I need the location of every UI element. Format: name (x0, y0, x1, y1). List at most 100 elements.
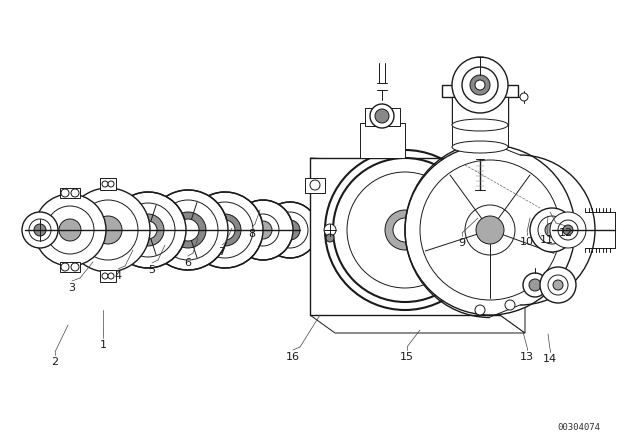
Circle shape (326, 234, 334, 242)
Circle shape (22, 212, 58, 248)
Circle shape (553, 280, 563, 290)
Circle shape (550, 212, 586, 248)
Bar (365, 108, 400, 126)
Circle shape (310, 180, 320, 190)
Text: 2: 2 (51, 357, 59, 367)
Circle shape (470, 75, 490, 95)
Circle shape (108, 273, 114, 279)
Circle shape (475, 305, 485, 315)
Text: 7: 7 (218, 247, 225, 257)
Bar (442, 85, 518, 97)
Circle shape (393, 218, 417, 242)
Circle shape (324, 224, 336, 236)
Text: 3: 3 (68, 283, 76, 293)
Circle shape (177, 219, 199, 241)
Bar (452, 97, 508, 125)
Circle shape (110, 192, 186, 268)
Circle shape (545, 223, 559, 237)
Text: 8: 8 (248, 229, 255, 239)
Circle shape (523, 273, 547, 297)
Text: 13: 13 (520, 352, 534, 362)
Bar (100, 178, 116, 190)
Circle shape (452, 57, 508, 113)
Text: 11: 11 (540, 235, 554, 245)
Circle shape (66, 188, 150, 272)
Circle shape (548, 275, 568, 295)
Polygon shape (310, 158, 525, 184)
Circle shape (233, 200, 293, 260)
Circle shape (61, 189, 69, 197)
Circle shape (78, 200, 138, 260)
Text: 6: 6 (184, 258, 191, 268)
Circle shape (108, 181, 114, 187)
Circle shape (215, 220, 235, 240)
Text: 9: 9 (458, 238, 465, 248)
Circle shape (333, 158, 477, 302)
Text: 5: 5 (148, 265, 156, 275)
Circle shape (530, 208, 574, 252)
Circle shape (71, 263, 79, 271)
Text: 4: 4 (115, 271, 122, 281)
Text: 16: 16 (286, 352, 300, 362)
Polygon shape (305, 178, 325, 193)
Circle shape (475, 80, 485, 90)
Circle shape (420, 160, 560, 300)
Circle shape (121, 203, 175, 257)
Bar (310, 158, 500, 315)
Circle shape (405, 145, 575, 315)
Circle shape (197, 202, 253, 258)
Circle shape (209, 214, 241, 246)
Circle shape (540, 267, 576, 303)
Circle shape (563, 225, 573, 235)
Bar (360, 123, 405, 158)
Circle shape (59, 219, 81, 241)
Text: 12: 12 (559, 228, 573, 238)
Circle shape (370, 104, 394, 128)
Circle shape (476, 216, 504, 244)
Circle shape (347, 172, 463, 288)
Circle shape (520, 93, 528, 101)
Text: 10: 10 (520, 237, 534, 247)
Circle shape (280, 220, 300, 240)
Circle shape (558, 220, 578, 240)
Circle shape (102, 181, 108, 187)
Circle shape (505, 300, 515, 310)
Ellipse shape (452, 141, 508, 153)
Circle shape (46, 206, 94, 254)
Circle shape (462, 67, 498, 103)
Circle shape (71, 189, 79, 197)
Ellipse shape (452, 119, 508, 131)
Circle shape (102, 273, 108, 279)
Bar (452, 125, 508, 147)
Bar (100, 270, 116, 282)
Bar (60, 262, 80, 272)
Circle shape (94, 216, 122, 244)
Circle shape (465, 205, 515, 255)
Circle shape (148, 190, 228, 270)
Circle shape (272, 212, 308, 248)
Text: 14: 14 (543, 354, 557, 364)
Bar (60, 188, 80, 198)
Circle shape (34, 224, 46, 236)
Circle shape (375, 109, 389, 123)
Circle shape (538, 216, 566, 244)
Circle shape (385, 210, 425, 250)
Circle shape (132, 214, 164, 246)
Circle shape (187, 192, 263, 268)
Circle shape (29, 219, 51, 241)
Circle shape (529, 279, 541, 291)
Text: 00304074: 00304074 (557, 423, 600, 432)
Circle shape (34, 194, 106, 266)
Circle shape (254, 221, 272, 239)
Text: 15: 15 (400, 352, 414, 362)
Polygon shape (500, 166, 525, 333)
Circle shape (170, 212, 206, 248)
Circle shape (262, 202, 318, 258)
Bar (452, 97, 508, 125)
Polygon shape (310, 315, 525, 333)
Circle shape (158, 200, 218, 260)
Text: 1: 1 (99, 340, 106, 350)
Circle shape (61, 263, 69, 271)
Circle shape (139, 221, 157, 239)
Polygon shape (485, 173, 510, 188)
